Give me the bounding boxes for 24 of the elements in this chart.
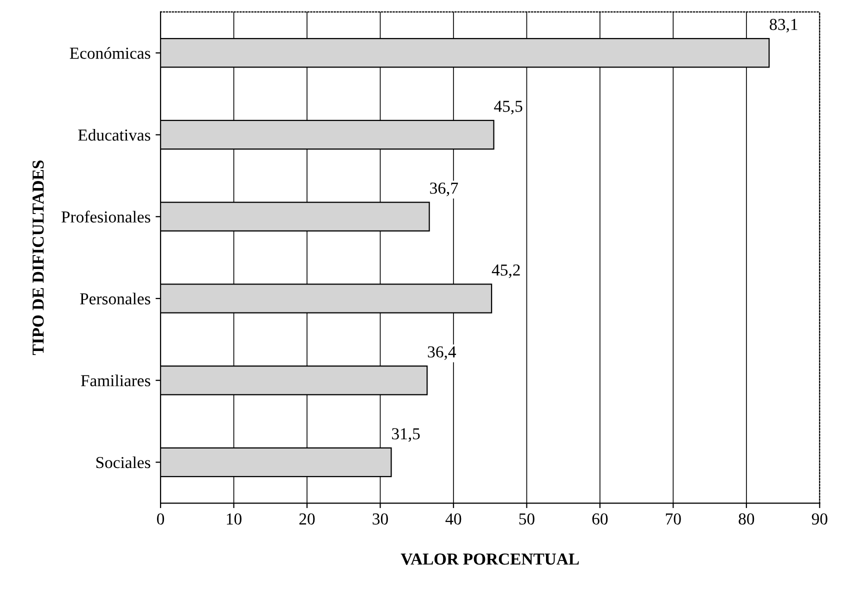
y-tick-label: Sociales (96, 456, 150, 468)
data-label: 45,2 (492, 264, 520, 278)
data-label: 45,5 (494, 100, 522, 114)
x-tick-label: 20 (299, 513, 315, 525)
y-tick-label: Familiares (80, 374, 150, 386)
x-tick-label: 0 (157, 513, 164, 525)
x-axis-title: VALOR PORCENTUAL (400, 554, 579, 565)
y-tick-label: Personales (80, 292, 150, 304)
y-tick-label: Profesionales (62, 210, 150, 223)
data-label: 36,4 (428, 346, 456, 360)
data-label: 31,5 (392, 428, 420, 442)
x-tick-label: 60 (592, 513, 608, 525)
x-tick-label: 90 (812, 513, 828, 525)
data-label: 83,1 (770, 18, 798, 32)
x-tick-label: 80 (738, 513, 754, 525)
x-tick-label: 40 (445, 513, 462, 525)
x-tick-label: 70 (666, 513, 681, 525)
data-label: 36,7 (430, 182, 458, 196)
y-tick-label: Educativas (78, 128, 150, 141)
y-axis-title: TIPO DE DIFICULTADES (32, 160, 44, 356)
x-tick-label: 50 (519, 513, 534, 525)
x-tick-label: 10 (226, 513, 242, 525)
y-tick-label: Económicas (70, 47, 150, 59)
x-tick-label: 30 (372, 513, 388, 525)
